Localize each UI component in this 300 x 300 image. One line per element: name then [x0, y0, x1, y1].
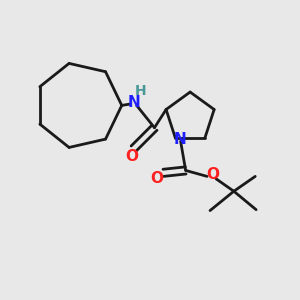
Text: N: N — [173, 132, 186, 147]
Text: O: O — [150, 171, 163, 186]
Text: N: N — [127, 95, 140, 110]
Text: H: H — [134, 84, 146, 98]
Text: O: O — [126, 149, 139, 164]
Text: O: O — [206, 167, 220, 182]
